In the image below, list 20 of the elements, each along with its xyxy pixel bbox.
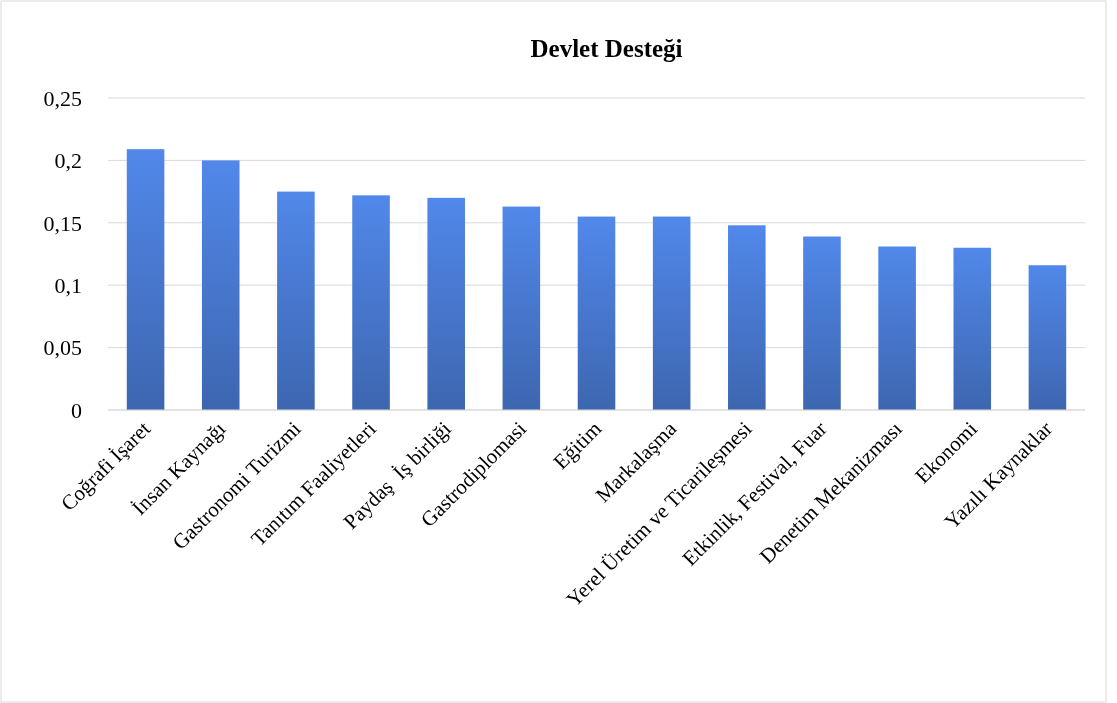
bar [126,149,165,410]
bar [352,195,390,410]
chart-title: Devlet Desteği [530,35,683,62]
bar [502,206,541,410]
y-tick-label: 0,1 [54,272,82,298]
bar [1028,265,1067,410]
y-tick-label: 0,2 [54,148,82,174]
bar [953,247,992,410]
bar [878,246,916,410]
bar [652,216,691,410]
y-tick-label: 0,25 [43,85,82,111]
bar [277,191,315,410]
y-tick-label: 0 [71,397,82,423]
bar [201,160,240,410]
y-tick-label: 0,15 [43,210,82,236]
bar [577,216,616,410]
bar [803,236,841,410]
bar [427,197,465,410]
y-tick-label: 0,05 [43,335,82,361]
bar [728,225,766,410]
